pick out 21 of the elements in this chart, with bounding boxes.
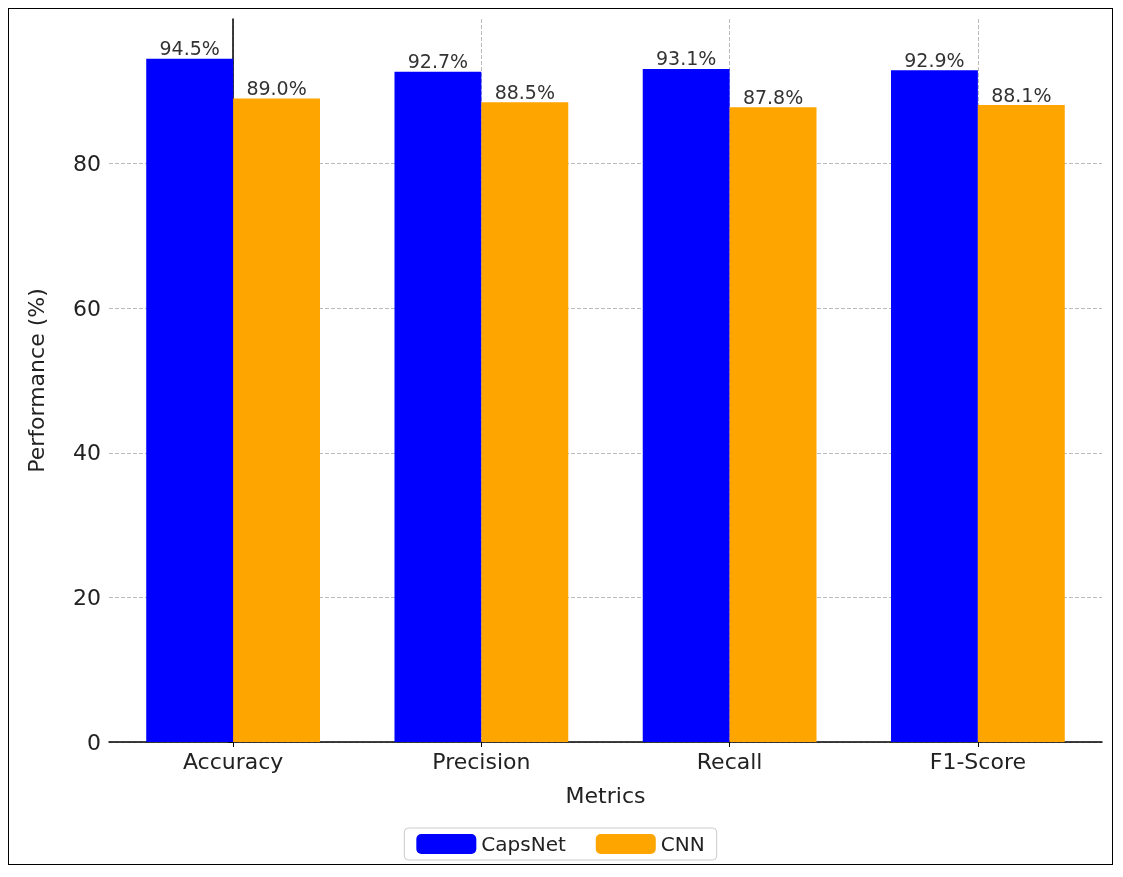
- x-tick-label: Precision: [432, 748, 531, 774]
- data-label: 92.7%: [407, 50, 469, 73]
- data-label: 88.5%: [494, 80, 555, 103]
- x-tick-label: Accuracy: [182, 748, 284, 774]
- y-tick-label: 40: [73, 440, 101, 466]
- data-label: 89.0%: [246, 77, 307, 100]
- x-tick-label: Recall: [696, 748, 763, 774]
- y-tick-label: 0: [87, 729, 101, 755]
- y-tick-label: 80: [73, 151, 101, 177]
- legend-label: CapsNet: [481, 832, 566, 856]
- data-label: 87.8%: [742, 85, 804, 108]
- data-label: 93.1%: [656, 47, 717, 70]
- y-tick-label: 20: [73, 584, 101, 610]
- data-label: 92.9%: [904, 48, 965, 71]
- legend-label: CNN: [660, 832, 705, 856]
- x-tick-label: F1-Score: [929, 748, 1026, 774]
- y-axis-title: Performance (%): [23, 288, 49, 473]
- x-axis-title: Metrics: [565, 782, 646, 808]
- data-label: 94.5%: [159, 37, 220, 60]
- data-label: 88.1%: [991, 83, 1052, 106]
- y-tick-label: 60: [73, 295, 101, 321]
